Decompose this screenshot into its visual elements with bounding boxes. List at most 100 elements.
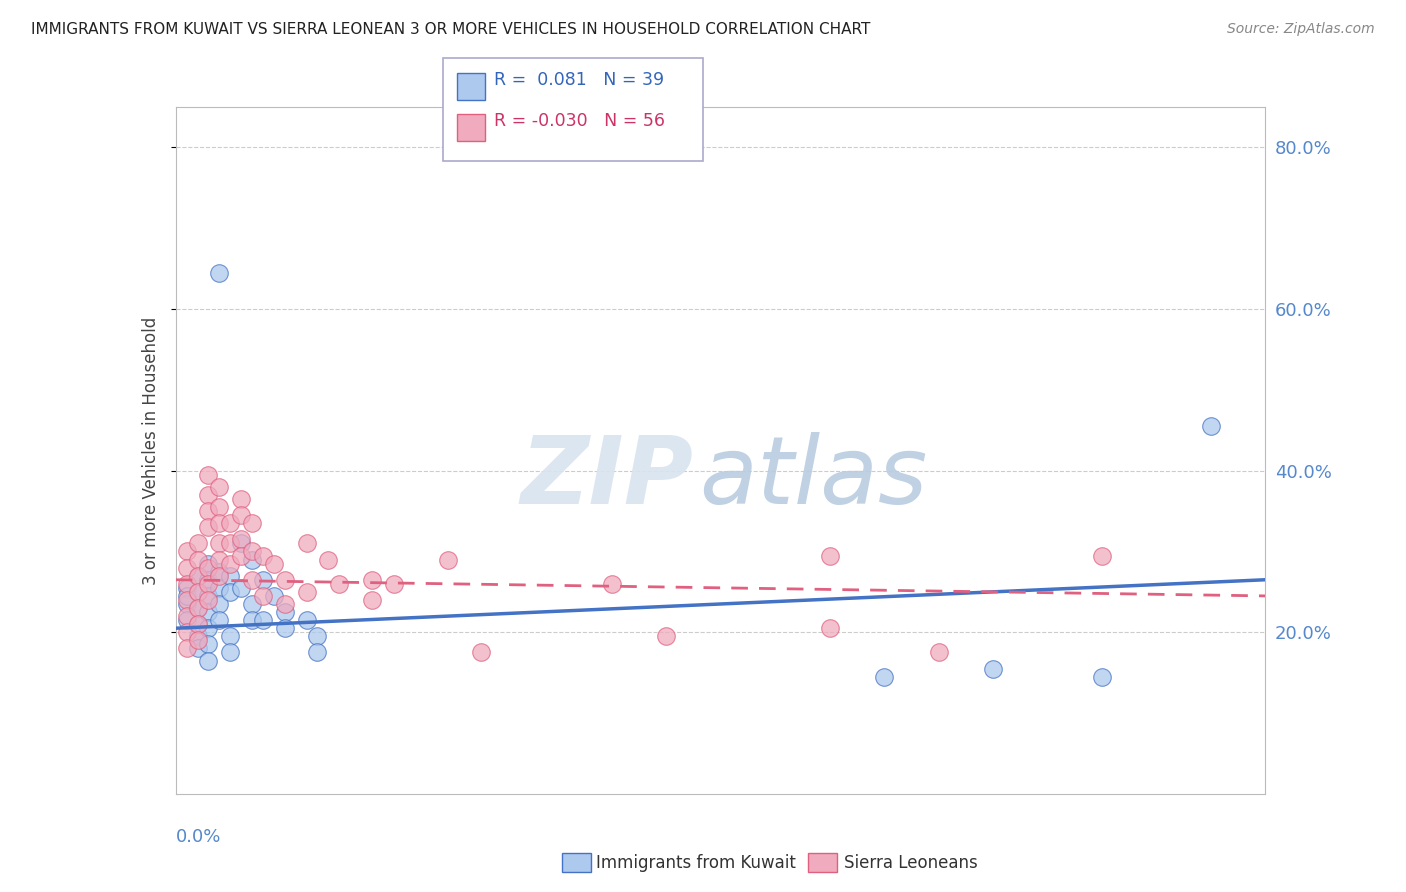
Point [186,585,209,599]
Point [219,645,242,659]
Text: Sierra Leoneans: Sierra Leoneans [844,854,977,871]
Point [197,637,219,651]
Point [252,549,274,563]
Point [208,552,231,566]
Point [176,581,198,595]
Point [240,552,263,566]
Point [197,654,219,668]
Point [208,565,231,579]
Point [219,516,242,531]
Point [176,544,198,558]
Point [655,629,678,643]
Point [208,516,231,531]
Point [186,568,209,582]
Point [176,589,198,603]
Point [219,585,242,599]
Point [328,576,350,591]
Point [274,621,297,635]
Point [176,625,198,640]
Point [208,568,231,582]
Point [197,488,219,502]
Point [197,560,219,574]
Point [197,467,219,482]
Point [873,670,896,684]
Point [274,573,297,587]
Point [360,573,382,587]
Point [197,573,219,587]
Point [318,552,340,566]
Point [186,641,209,656]
Point [186,601,209,615]
Text: ZIP: ZIP [520,432,693,524]
Point [176,609,198,624]
Point [274,597,297,611]
Point [176,613,198,627]
Point [186,617,209,632]
Point [240,613,263,627]
Point [176,597,198,611]
Point [1091,670,1114,684]
Point [231,536,253,550]
Point [295,613,318,627]
Point [252,613,274,627]
Point [186,585,209,599]
Point [208,266,231,280]
Point [818,621,841,635]
Point [231,581,253,595]
Point [231,508,253,522]
Text: Immigrants from Kuwait: Immigrants from Kuwait [596,854,796,871]
Text: IMMIGRANTS FROM KUWAIT VS SIERRA LEONEAN 3 OR MORE VEHICLES IN HOUSEHOLD CORRELA: IMMIGRANTS FROM KUWAIT VS SIERRA LEONEAN… [31,22,870,37]
Point [176,641,198,656]
Point [186,568,209,582]
Point [437,552,460,566]
Point [231,549,253,563]
Point [186,536,209,550]
Y-axis label: 3 or more Vehicles in Household: 3 or more Vehicles in Household [142,317,160,584]
Point [197,589,219,603]
Point [197,576,219,591]
Point [818,549,841,563]
Point [219,568,242,582]
Point [231,491,253,506]
Point [197,504,219,518]
Point [208,500,231,514]
Point [263,557,285,571]
Point [307,645,329,659]
Point [186,552,209,566]
Point [252,589,274,603]
Point [208,613,231,627]
Point [186,601,209,615]
Point [470,645,492,659]
Point [252,573,274,587]
Text: R = -0.030   N = 56: R = -0.030 N = 56 [494,112,665,130]
Text: R =  0.081   N = 39: R = 0.081 N = 39 [494,71,664,89]
Point [360,593,382,607]
Point [208,480,231,494]
Point [219,536,242,550]
Point [219,557,242,571]
Point [231,533,253,547]
Point [176,560,198,574]
Point [208,581,231,595]
Text: Source: ZipAtlas.com: Source: ZipAtlas.com [1227,22,1375,37]
Point [263,589,285,603]
Point [208,536,231,550]
Point [981,662,1004,676]
Point [197,621,219,635]
Point [274,605,297,619]
Point [240,544,263,558]
Point [197,557,219,571]
Point [176,576,198,591]
Point [382,576,405,591]
Point [307,629,329,643]
Text: 0.0%: 0.0% [176,828,221,847]
Point [928,645,950,659]
Point [197,593,219,607]
Point [240,516,263,531]
Point [1091,549,1114,563]
Point [600,576,623,591]
Point [197,520,219,534]
Point [186,629,209,643]
Point [186,633,209,648]
Point [186,617,209,632]
